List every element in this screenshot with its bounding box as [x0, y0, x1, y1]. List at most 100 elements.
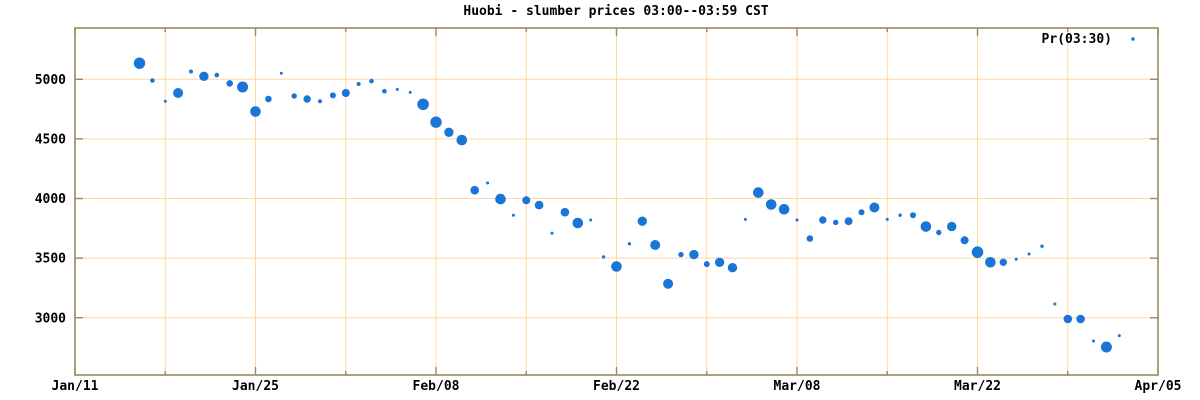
data-point — [456, 134, 468, 146]
data-point — [743, 217, 747, 221]
data-point — [1063, 314, 1073, 324]
data-point — [947, 221, 957, 232]
data-point — [511, 213, 515, 217]
data-point — [920, 221, 932, 232]
data-point — [985, 257, 996, 268]
data-point — [408, 90, 412, 94]
data-point — [522, 196, 531, 205]
data-point — [910, 212, 916, 219]
data-point — [806, 235, 814, 242]
data-point — [1117, 334, 1121, 338]
data-point — [560, 207, 570, 217]
gridlines — [75, 28, 1158, 375]
data-point — [1014, 257, 1018, 261]
data-point — [279, 71, 283, 75]
x-tick-label: Apr/05 — [1135, 379, 1182, 394]
data-point — [1076, 314, 1085, 324]
data-point — [214, 72, 220, 78]
data-point — [329, 92, 336, 99]
data-point — [637, 216, 647, 226]
data-point — [795, 218, 799, 222]
data-point — [589, 218, 593, 222]
y-tick-label: 4500 — [35, 132, 66, 147]
x-tick-label: Jan/25 — [232, 379, 279, 394]
data-point — [885, 217, 889, 221]
data-point — [678, 251, 684, 258]
legend-label: Pr(03:30) — [1042, 32, 1112, 47]
data-point — [844, 217, 853, 226]
data-point — [1027, 252, 1031, 256]
data-point — [265, 95, 272, 103]
data-point — [369, 78, 374, 84]
data-point — [189, 69, 193, 74]
data-point — [703, 261, 710, 268]
data-point — [318, 99, 322, 104]
data-point — [601, 255, 606, 259]
y-axis-labels: 3000 3500 4000 4500 5000 — [35, 73, 66, 326]
legend-marker-dot — [1131, 37, 1135, 41]
data-point — [395, 87, 399, 91]
data-point — [1100, 341, 1112, 353]
data-point — [572, 217, 584, 229]
x-tick-label: Jan/11 — [52, 379, 99, 394]
data-point — [999, 258, 1007, 266]
y-tick-label: 3000 — [35, 311, 66, 326]
data-point — [356, 82, 361, 86]
data-point — [1040, 244, 1044, 248]
legend: Pr(03:30) — [1042, 32, 1135, 47]
data-point — [133, 57, 146, 69]
data-point — [663, 278, 674, 289]
x-axis-labels: Jan/11 Jan/25 Feb/08 Feb/22 Mar/08 Mar/22 Apr/… — [52, 379, 1182, 394]
data-point — [1092, 339, 1095, 343]
x-tick-label: Mar/08 — [774, 379, 821, 394]
x-tick-label: Feb/08 — [413, 379, 460, 394]
data-point — [173, 88, 184, 98]
data-point — [753, 187, 764, 198]
data-point — [858, 209, 865, 216]
data-point — [417, 98, 429, 111]
data-points — [133, 57, 1121, 353]
data-point — [150, 78, 155, 83]
data-point — [689, 249, 699, 260]
data-point — [971, 246, 984, 258]
data-point — [627, 242, 632, 246]
data-point — [470, 185, 480, 195]
data-point — [714, 257, 725, 267]
data-point — [250, 106, 261, 117]
x-tick-label: Feb/22 — [593, 379, 640, 394]
data-point — [898, 213, 902, 217]
data-point — [163, 99, 167, 103]
data-point — [291, 93, 297, 99]
data-point — [550, 231, 554, 235]
data-point — [495, 193, 506, 205]
data-point — [226, 80, 233, 87]
data-point — [341, 89, 350, 97]
data-point — [1053, 302, 1057, 306]
data-point — [833, 219, 839, 226]
data-point — [486, 181, 490, 185]
data-point — [444, 127, 454, 137]
data-point — [778, 204, 790, 215]
data-point — [382, 88, 387, 94]
data-point — [303, 95, 311, 103]
x-tick-label: Mar/22 — [954, 379, 1001, 394]
data-point — [430, 116, 442, 128]
data-point — [869, 202, 880, 213]
data-point — [650, 240, 661, 250]
y-tick-label: 4000 — [35, 192, 66, 207]
y-tick-label: 3500 — [35, 252, 66, 267]
data-point — [727, 263, 738, 273]
data-point — [199, 71, 209, 82]
data-point — [936, 229, 942, 236]
data-point — [765, 199, 777, 210]
y-tick-label: 5000 — [35, 73, 66, 88]
data-point — [237, 81, 249, 93]
data-point — [960, 236, 969, 245]
data-point — [534, 200, 544, 210]
chart-title: Huobi - slumber prices 03:00--03:59 CST — [463, 4, 768, 19]
data-point — [611, 261, 622, 272]
axis-ticks — [74, 28, 1159, 375]
data-point — [819, 216, 827, 224]
